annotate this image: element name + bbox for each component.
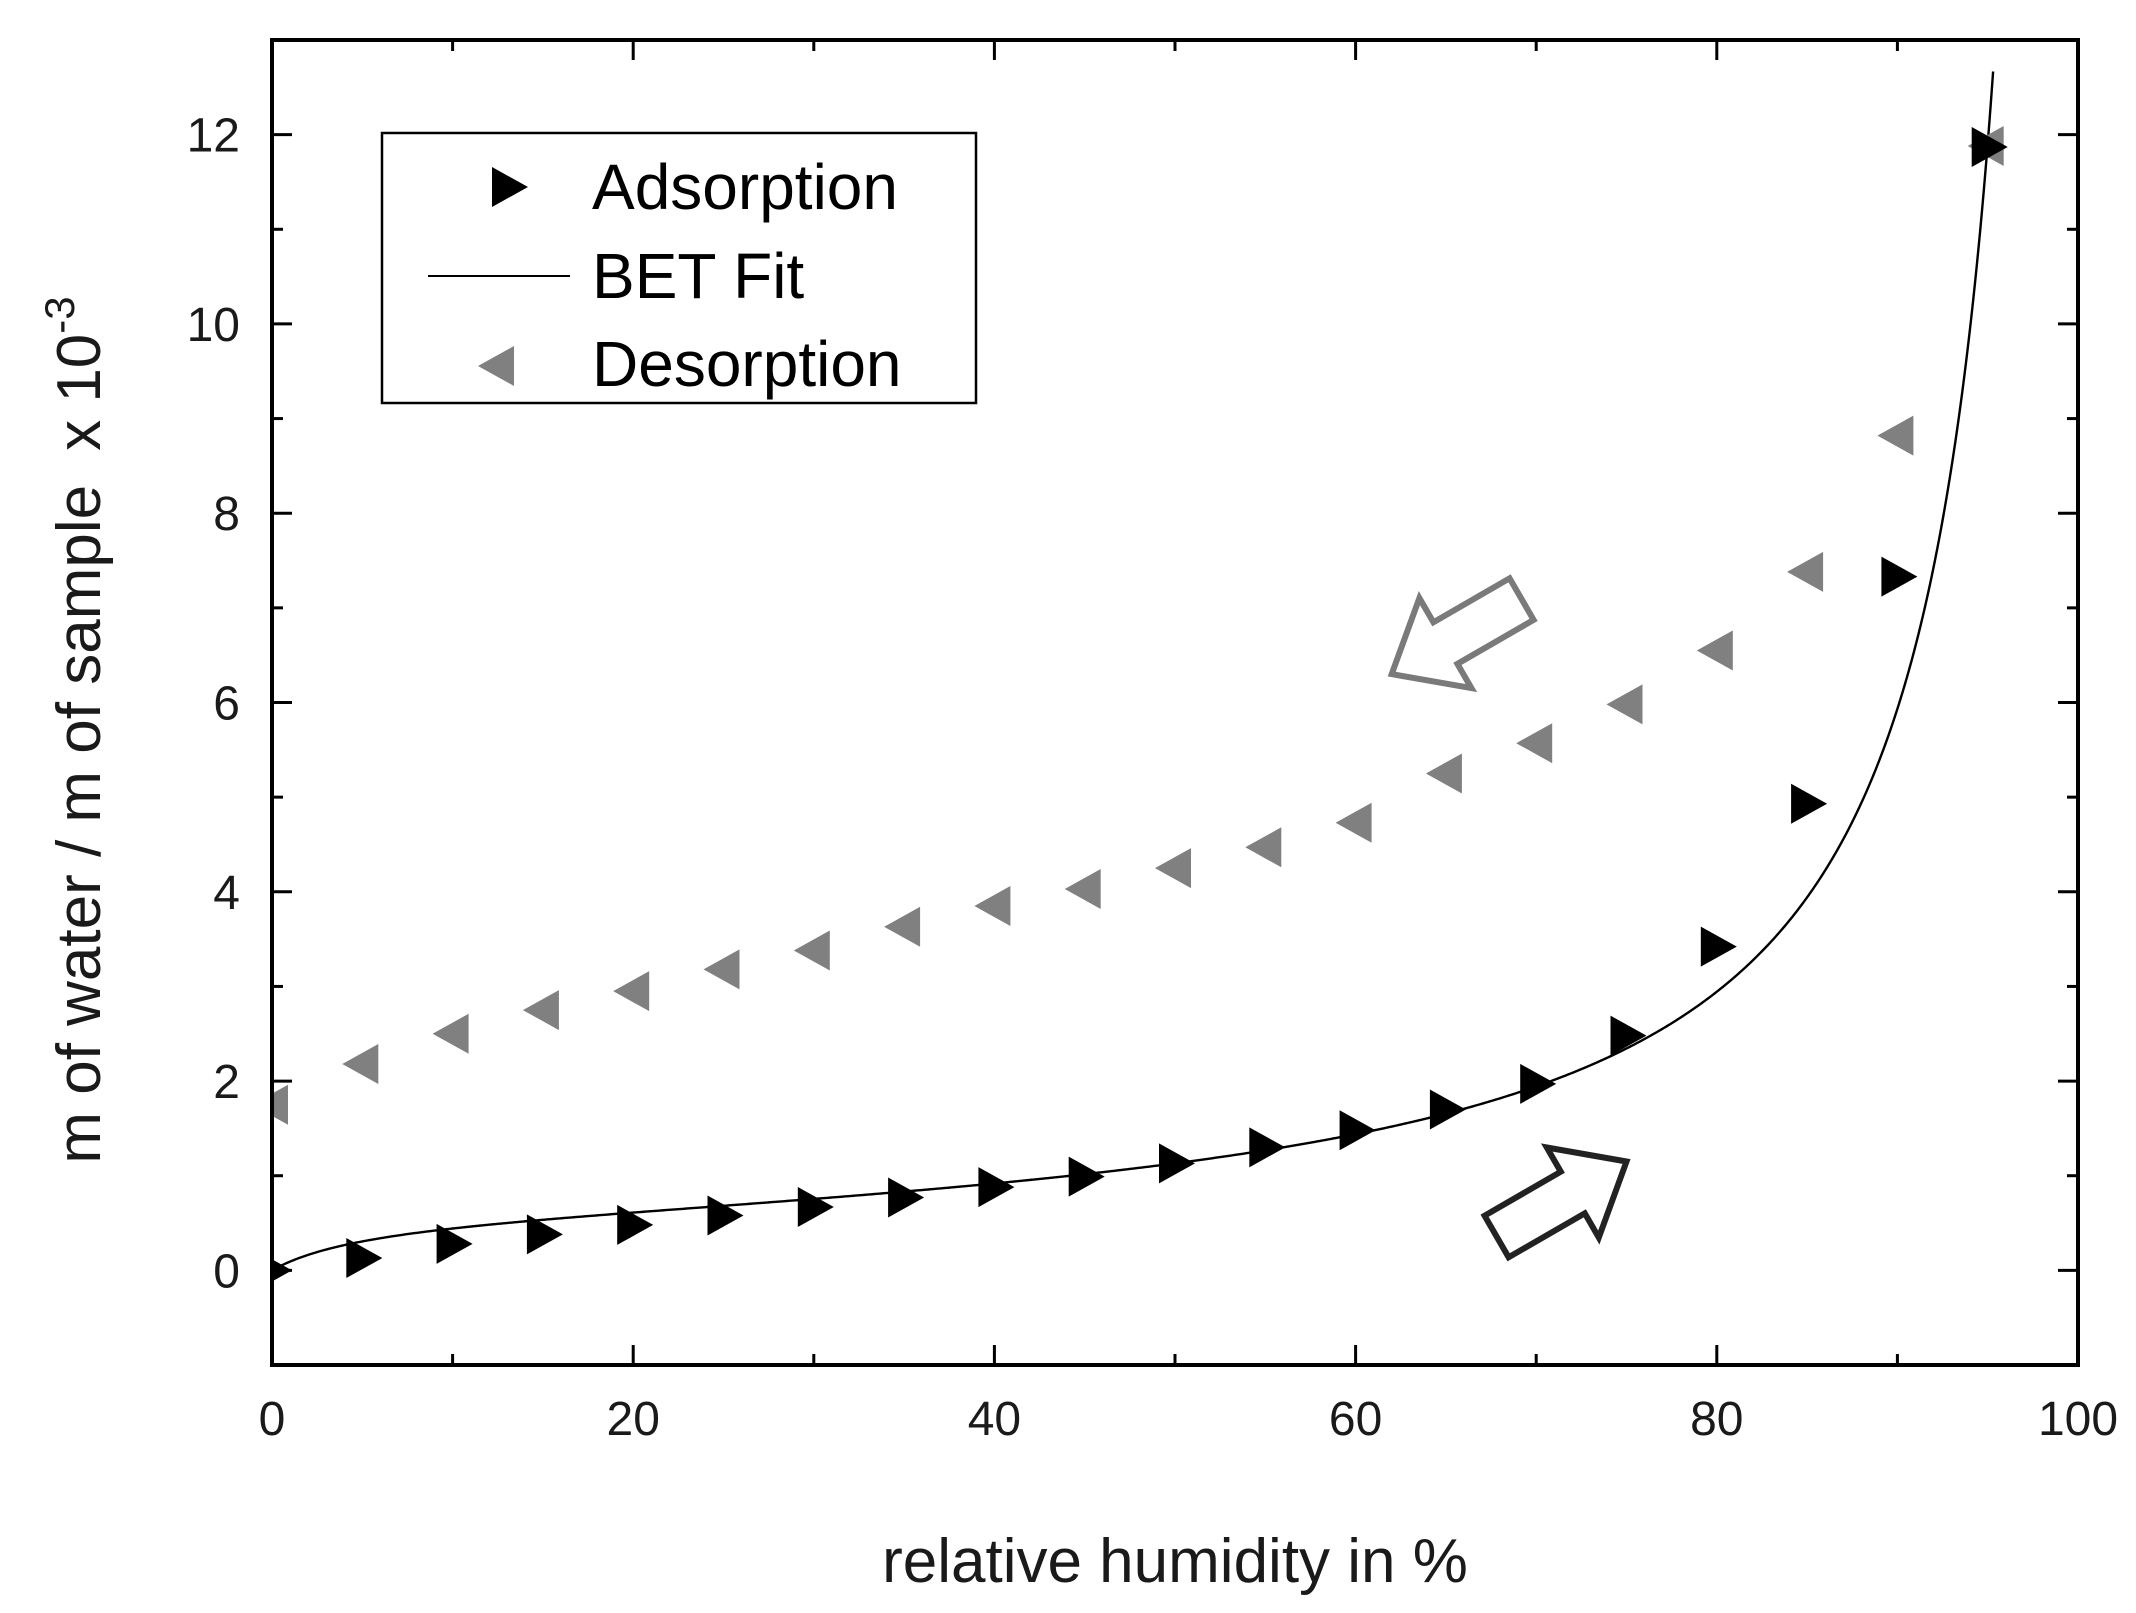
adsorption-point — [888, 1177, 925, 1218]
desorption-series — [272, 126, 2004, 1125]
y-axis-title: m of water / m of sample x 10-3 — [36, 296, 114, 1163]
y-axis-exponent: -3 — [36, 296, 83, 333]
y-tick-label: 6 — [213, 678, 240, 731]
adsorption-point — [1700, 926, 1737, 967]
legend-desorption-marker — [478, 346, 514, 386]
legend-fit-label: BET Fit — [592, 240, 804, 312]
legend-desorption-label: Desorption — [592, 328, 902, 400]
y-tick-label: 8 — [213, 488, 240, 541]
desorption-point — [1245, 827, 1282, 868]
axis-ticks — [270, 38, 2080, 1367]
y-tick-label: 4 — [213, 867, 240, 920]
desorption-point — [703, 949, 740, 990]
adsorption-point — [707, 1195, 744, 1236]
desorption-point — [1425, 753, 1462, 794]
desorption-point — [1787, 551, 1824, 592]
y-tick-label: 2 — [213, 1056, 240, 1109]
fit-layer — [271, 71, 1995, 1272]
x-tick-label: 20 — [607, 1393, 660, 1446]
x-tick-label: 60 — [1329, 1393, 1382, 1446]
desorption-point — [974, 885, 1011, 926]
y-tick-label: 0 — [213, 1245, 240, 1298]
adsorption-point — [436, 1223, 473, 1264]
desorption-point — [522, 990, 559, 1031]
desorption-point — [793, 930, 830, 971]
x-tick-label: 100 — [2038, 1393, 2118, 1446]
adsorption-point — [1791, 783, 1828, 824]
x-axis-title: relative humidity in % — [882, 1527, 1468, 1596]
adsorption-point — [617, 1204, 654, 1245]
y-axis-title-text: m of water / m of sample — [45, 485, 114, 1164]
annotation-layer — [1387, 574, 1631, 1262]
adsorption-series — [272, 126, 2008, 1282]
desorption-point — [1155, 848, 1191, 889]
y-tick-label: 10 — [187, 299, 240, 352]
adsorption-point — [346, 1238, 383, 1279]
axis-tick-labels: 0 20 40 60 80 100 0 2 4 6 8 10 12 — [187, 110, 2118, 1446]
adsorption-point — [1610, 1015, 1647, 1056]
legend-adsorption-label: Adsorption — [592, 151, 898, 223]
adsorption-point — [1159, 1143, 1195, 1184]
y-axis-title-group: m of water / m of sample x 10-3 — [36, 296, 114, 1163]
legend: Adsorption BET Fit Desorption — [380, 131, 978, 405]
desorption-point — [432, 1013, 469, 1054]
desorption-point — [272, 1084, 288, 1125]
adsorption-point — [1881, 556, 1918, 597]
desorption-point — [1606, 684, 1643, 725]
adsorption-point — [1971, 126, 2008, 167]
adsorption-point — [526, 1214, 563, 1255]
adsorption-point — [797, 1186, 834, 1227]
bet-fit-line — [271, 71, 1995, 1272]
desorption-point — [1335, 802, 1372, 843]
x-tick-label: 80 — [1690, 1393, 1743, 1446]
adsorption-point — [1339, 1110, 1376, 1151]
y-axis-multiplier: x 10 — [45, 334, 114, 451]
legend-adsorption-marker — [492, 167, 528, 207]
adsorption-point — [1429, 1089, 1466, 1130]
desorption-point — [1877, 415, 1914, 456]
desorption-point — [1516, 723, 1553, 764]
x-tick-label: 0 — [259, 1393, 286, 1446]
adsorption-point — [1249, 1127, 1286, 1168]
y-tick-label: 12 — [187, 110, 240, 163]
x-tick-label: 40 — [968, 1393, 1021, 1446]
adsorption-direction-arrow — [1480, 1143, 1631, 1262]
adsorption-point — [978, 1167, 1015, 1208]
desorption-point — [342, 1044, 379, 1085]
desorption-point — [884, 906, 921, 947]
desorption-point — [1064, 868, 1101, 909]
desorption-point — [613, 971, 650, 1012]
desorption-direction-arrow — [1387, 574, 1538, 693]
desorption-point — [1696, 630, 1733, 671]
adsorption-point — [1520, 1063, 1557, 1104]
adsorption-point — [1068, 1156, 1105, 1197]
legend-box — [380, 131, 978, 405]
